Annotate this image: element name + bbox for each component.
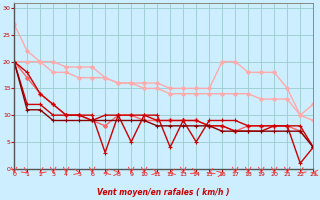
X-axis label: Vent moyen/en rafales ( km/h ): Vent moyen/en rafales ( km/h ) bbox=[97, 188, 230, 197]
